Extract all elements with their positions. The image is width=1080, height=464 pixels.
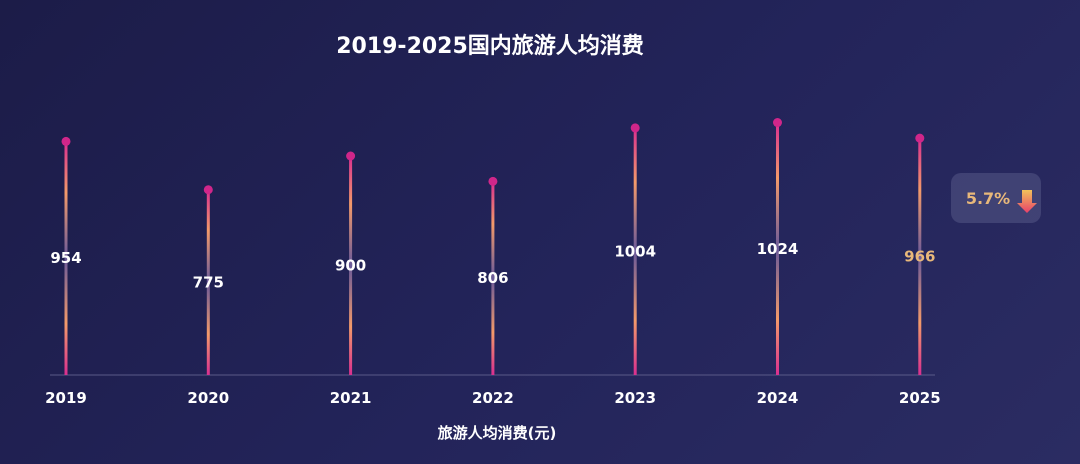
stem-2022 [491, 181, 495, 375]
x-axis-ticks: 2019 2020 2021 2022 2023 2024 2025 [45, 389, 941, 407]
tick-label-2019: 2019 [45, 389, 87, 407]
chart-marks: 954 775 900 806 1004 1024 966 [50, 118, 935, 376]
stem-2023 [633, 127, 637, 375]
dot-2019 [61, 136, 71, 146]
stem-2025 [918, 138, 922, 375]
tick-label-2020: 2020 [187, 389, 229, 407]
value-label-2022: 806 [477, 269, 508, 287]
stem-2024 [776, 122, 779, 376]
value-label-2020: 775 [193, 273, 224, 291]
tick-label-2025: 2025 [899, 389, 941, 407]
tick-label-2024: 2024 [757, 389, 799, 407]
dot-2022 [488, 176, 498, 186]
change-badge: 5.7% [951, 173, 1041, 223]
dot-2021 [346, 151, 356, 161]
value-label-2021: 900 [335, 257, 366, 275]
value-label-2019: 954 [50, 249, 81, 267]
change-badge-text: 5.7% [966, 189, 1010, 208]
value-label-2025: 966 [904, 248, 935, 266]
x-axis-label: 旅游人均消费(元) [438, 424, 557, 442]
stem-2021 [349, 156, 353, 375]
change-badge-background [951, 173, 1041, 223]
dot-2025 [915, 133, 925, 143]
chart-title: 2019-2025国内旅游人均消费 [336, 33, 644, 59]
value-label-2023: 1004 [614, 242, 656, 260]
down-arrow-icon [1017, 190, 1037, 213]
stem-2020 [206, 189, 210, 375]
stem-2019 [64, 141, 68, 375]
dot-2020 [203, 185, 213, 195]
tick-label-2022: 2022 [472, 389, 514, 407]
tick-label-2023: 2023 [614, 389, 656, 407]
dot-2024 [773, 118, 782, 128]
tick-label-2021: 2021 [330, 389, 372, 407]
value-label-2024: 1024 [757, 240, 799, 258]
dot-2023 [630, 123, 640, 133]
